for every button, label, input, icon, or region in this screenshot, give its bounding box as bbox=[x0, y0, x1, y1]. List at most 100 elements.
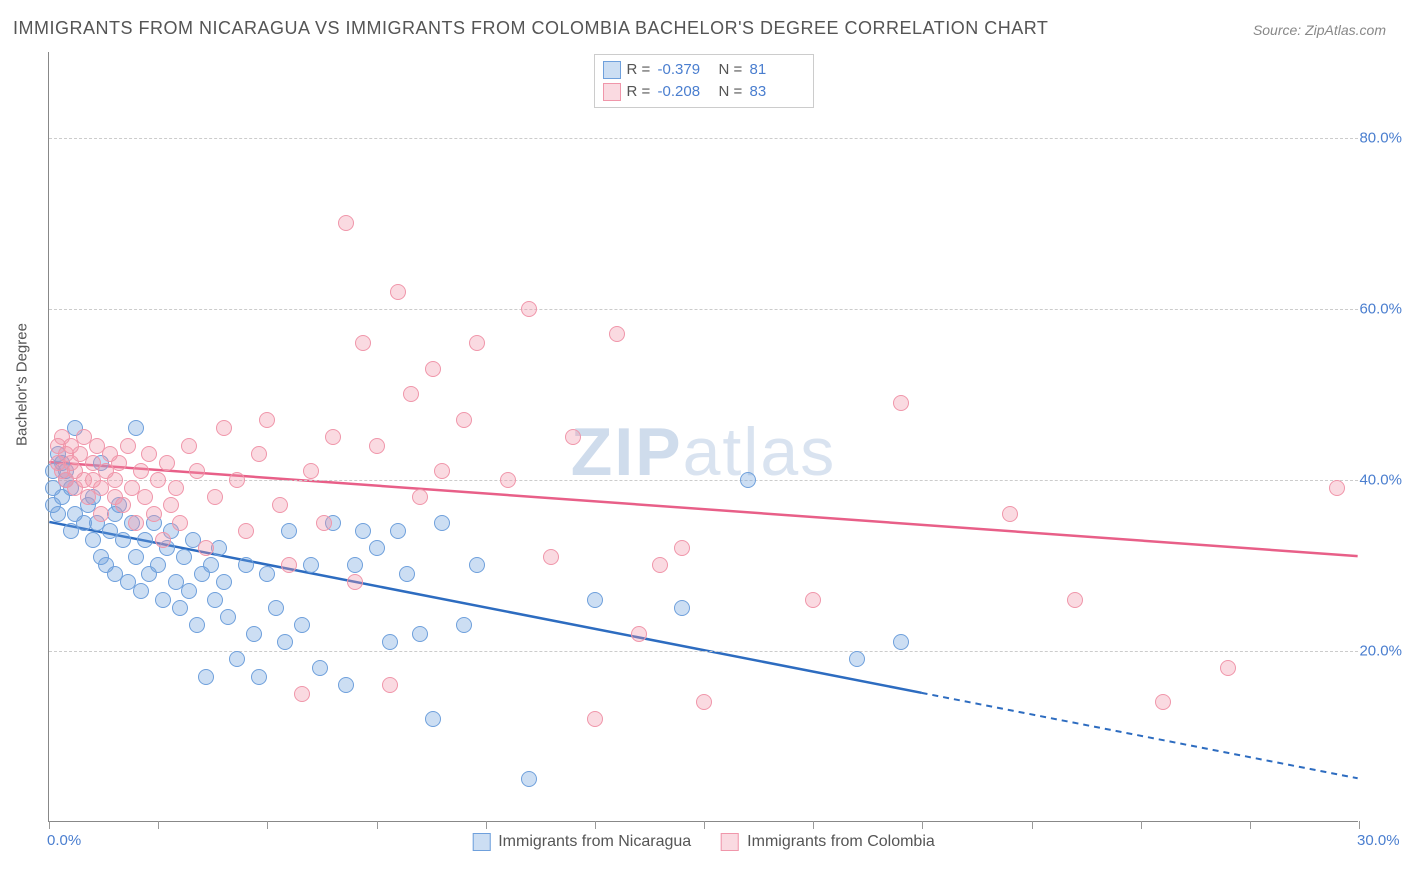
data-point bbox=[434, 463, 450, 479]
data-point bbox=[146, 506, 162, 522]
data-point bbox=[172, 515, 188, 531]
data-point bbox=[1220, 660, 1236, 676]
data-point bbox=[849, 651, 865, 667]
data-point bbox=[412, 489, 428, 505]
n-value-nicaragua: 81 bbox=[750, 59, 805, 81]
legend-label-colombia: Immigrants from Colombia bbox=[747, 833, 935, 851]
r-label: R = bbox=[627, 81, 652, 103]
data-point bbox=[128, 549, 144, 565]
data-point bbox=[893, 395, 909, 411]
data-point bbox=[251, 446, 267, 462]
data-point bbox=[369, 438, 385, 454]
data-point bbox=[268, 600, 284, 616]
correlation-legend: R = -0.379 N = 81 R = -0.208 N = 83 bbox=[594, 54, 814, 108]
data-point bbox=[500, 472, 516, 488]
data-point bbox=[805, 592, 821, 608]
data-point bbox=[203, 557, 219, 573]
data-point bbox=[1329, 480, 1345, 496]
gridline bbox=[49, 480, 1358, 481]
gridline bbox=[49, 138, 1358, 139]
data-point bbox=[128, 515, 144, 531]
gridline bbox=[49, 651, 1358, 652]
x-tick-label: 30.0% bbox=[1357, 832, 1400, 849]
data-point bbox=[631, 626, 647, 642]
x-tick bbox=[704, 821, 705, 829]
data-point bbox=[181, 438, 197, 454]
data-point bbox=[281, 557, 297, 573]
data-point bbox=[609, 326, 625, 342]
legend-swatch-nicaragua bbox=[472, 833, 490, 851]
legend-row-colombia: R = -0.208 N = 83 bbox=[603, 81, 805, 103]
data-point bbox=[325, 429, 341, 445]
data-point bbox=[150, 472, 166, 488]
data-point bbox=[137, 532, 153, 548]
n-value-colombia: 83 bbox=[750, 81, 805, 103]
data-point bbox=[587, 592, 603, 608]
data-point bbox=[198, 669, 214, 685]
data-point bbox=[696, 694, 712, 710]
x-tick bbox=[158, 821, 159, 829]
data-point bbox=[355, 523, 371, 539]
data-point bbox=[133, 463, 149, 479]
data-point bbox=[128, 420, 144, 436]
data-point bbox=[50, 506, 66, 522]
data-point bbox=[521, 301, 537, 317]
series-legend: Immigrants from Nicaragua Immigrants fro… bbox=[472, 833, 935, 851]
chart-container: IMMIGRANTS FROM NICARAGUA VS IMMIGRANTS … bbox=[0, 0, 1406, 892]
data-point bbox=[141, 446, 157, 462]
data-point bbox=[115, 532, 131, 548]
chart-title: IMMIGRANTS FROM NICARAGUA VS IMMIGRANTS … bbox=[13, 18, 1048, 39]
data-point bbox=[294, 686, 310, 702]
data-point bbox=[565, 429, 581, 445]
data-point bbox=[155, 532, 171, 548]
legend-label-nicaragua: Immigrants from Nicaragua bbox=[498, 833, 691, 851]
data-point bbox=[456, 617, 472, 633]
data-point bbox=[521, 771, 537, 787]
x-tick bbox=[1359, 821, 1360, 829]
data-point bbox=[740, 472, 756, 488]
data-point bbox=[216, 574, 232, 590]
data-point bbox=[85, 532, 101, 548]
data-point bbox=[277, 634, 293, 650]
n-label: N = bbox=[719, 81, 744, 103]
data-point bbox=[163, 497, 179, 513]
data-point bbox=[312, 660, 328, 676]
data-point bbox=[1155, 694, 1171, 710]
data-point bbox=[412, 626, 428, 642]
data-point bbox=[198, 540, 214, 556]
y-tick-label: 20.0% bbox=[1359, 642, 1402, 659]
data-point bbox=[229, 651, 245, 667]
data-point bbox=[399, 566, 415, 582]
data-point bbox=[281, 523, 297, 539]
data-point bbox=[259, 412, 275, 428]
data-point bbox=[338, 677, 354, 693]
data-point bbox=[390, 523, 406, 539]
data-point bbox=[674, 540, 690, 556]
x-tick bbox=[267, 821, 268, 829]
data-point bbox=[220, 609, 236, 625]
data-point bbox=[587, 711, 603, 727]
data-point bbox=[1067, 592, 1083, 608]
x-tick-label: 0.0% bbox=[47, 832, 81, 849]
data-point bbox=[251, 669, 267, 685]
plot-area: ZIPatlas R = -0.379 N = 81 R = -0.208 N … bbox=[48, 52, 1358, 822]
data-point bbox=[369, 540, 385, 556]
y-tick-label: 60.0% bbox=[1359, 300, 1402, 317]
legend-item-nicaragua: Immigrants from Nicaragua bbox=[472, 833, 691, 851]
data-point bbox=[303, 557, 319, 573]
data-point bbox=[382, 634, 398, 650]
x-tick bbox=[1032, 821, 1033, 829]
data-point bbox=[181, 583, 197, 599]
x-tick bbox=[377, 821, 378, 829]
data-point bbox=[229, 472, 245, 488]
legend-swatch-colombia bbox=[721, 833, 739, 851]
data-point bbox=[456, 412, 472, 428]
data-point bbox=[893, 634, 909, 650]
data-point bbox=[347, 574, 363, 590]
data-point bbox=[382, 677, 398, 693]
data-point bbox=[338, 215, 354, 231]
data-point bbox=[93, 506, 109, 522]
data-point bbox=[303, 463, 319, 479]
data-point bbox=[425, 711, 441, 727]
data-point bbox=[107, 472, 123, 488]
